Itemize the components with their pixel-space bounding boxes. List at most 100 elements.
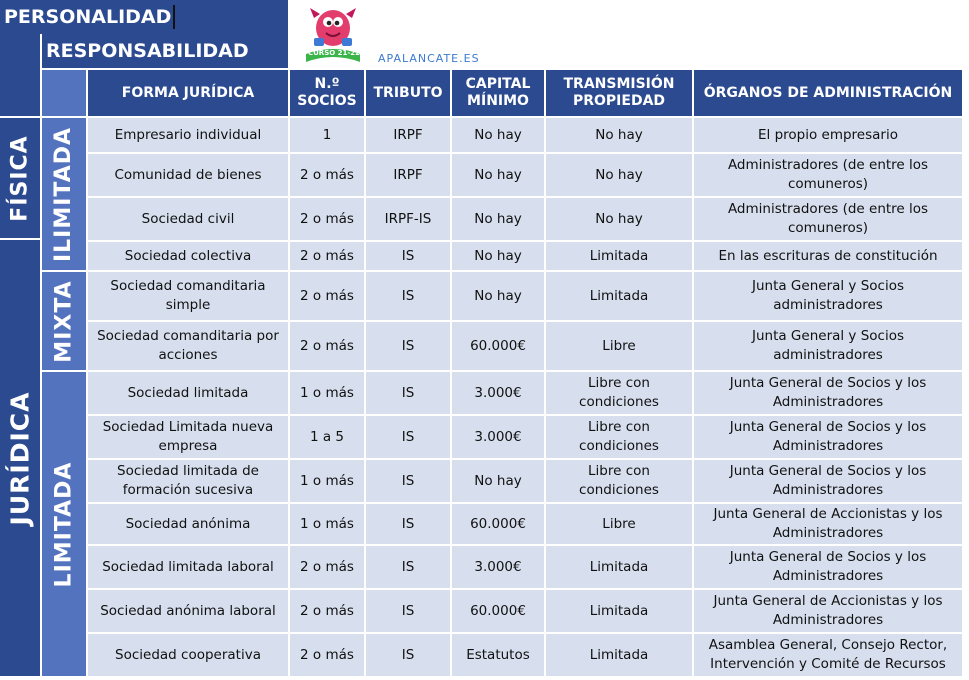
cell-tributo: IS [366,372,450,414]
cell-capital: No hay [452,272,544,320]
group-limitada-label: LIMITADA [51,461,77,587]
cell-transmision: Limitada [546,634,692,676]
cell-organos: En las escrituras de constitución [694,242,962,270]
cell-forma: Sociedad colectiva [88,242,288,270]
cell-socios: 2 o más [290,272,364,320]
cell-forma: Sociedad cooperativa [88,634,288,676]
cell-organos: Junta General de Socios y los Administra… [694,372,962,414]
cell-organos: Junta General de Accionistas y los Admin… [694,504,962,544]
cell-transmision: Limitada [546,242,692,270]
cell-tributo: IS [366,634,450,676]
personalidad-title [0,0,288,34]
cell-socios: 1 o más [290,460,364,502]
cell-organos: Administradores (de entre los comuneros) [694,154,962,196]
cell-organos: Junta General y Socios administradores [694,272,962,320]
cell-forma: Sociedad limitada [88,372,288,414]
cell-capital: Estatutos [452,634,544,676]
group-juridica-label: JURÍDICA [5,391,35,525]
group-fisica: FÍSICA [0,118,40,238]
cell-capital: 60.000€ [452,504,544,544]
cell-tributo: IS [366,272,450,320]
cell-transmision: Libre [546,504,692,544]
cell-forma: Sociedad anónima [88,504,288,544]
cell-forma: Empresario individual [88,118,288,152]
cell-socios: 2 o más [290,154,364,196]
header-spacer [42,70,86,116]
cell-organos: Junta General de Socios y los Administra… [694,460,962,502]
cell-socios: 2 o más [290,590,364,632]
cell-transmision: No hay [546,118,692,152]
cell-forma: Sociedad anónima laboral [88,590,288,632]
cell-socios: 2 o más [290,322,364,370]
cell-tributo: IRPF [366,118,450,152]
cell-capital: No hay [452,460,544,502]
cell-socios: 1 o más [290,372,364,414]
cell-transmision: No hay [546,154,692,196]
header-tributo: TRIBUTO [366,70,450,116]
cell-forma: Sociedad Limitada nueva empresa [88,416,288,458]
cell-organos: El propio empresario [694,118,962,152]
cell-transmision: Libre con condiciones [546,372,692,414]
cell-organos: Junta General y Socios administradores [694,322,962,370]
cell-forma: Sociedad comanditaria simple [88,272,288,320]
cell-tributo: IS [366,416,450,458]
header-organos: ÓRGANOS DE ADMINISTRACIÓN [694,70,962,116]
cell-transmision: Libre [546,322,692,370]
personalidad-title-text: PERSONALIDAD [4,5,176,29]
cell-socios: 2 o más [290,242,364,270]
cell-tributo: IRPF-IS [366,198,450,240]
cell-organos: Junta General de Socios y los Administra… [694,416,962,458]
cell-socios: 1 o más [290,504,364,544]
group-juridica: JURÍDICA [0,240,40,676]
cell-forma: Sociedad limitada de formación sucesiva [88,460,288,502]
cell-capital: 3.000€ [452,546,544,588]
cell-transmision: Libre con condiciones [546,416,692,458]
cell-capital: 3.000€ [452,416,544,458]
cell-transmision: Limitada [546,590,692,632]
cell-tributo: IS [366,242,450,270]
cell-tributo: IS [366,460,450,502]
header-transmision: TRANSMISIÓN PROPIEDAD [546,70,692,116]
cell-forma: Sociedad limitada laboral [88,546,288,588]
mascot-logo [300,2,366,66]
header-forma: FORMA JURÍDICA [88,70,288,116]
cell-capital: No hay [452,154,544,196]
cell-socios: 1 [290,118,364,152]
site-link[interactable]: APALANCATE.ES [378,52,480,65]
cell-tributo: IS [366,590,450,632]
cell-socios: 2 o más [290,198,364,240]
cell-tributo: IS [366,322,450,370]
cell-socios: 2 o más [290,546,364,588]
cell-socios: 1 a 5 [290,416,364,458]
cell-capital: 60.000€ [452,322,544,370]
cell-tributo: IRPF [366,154,450,196]
cell-organos: Junta General de Socios y los Administra… [694,546,962,588]
cell-transmision: No hay [546,198,692,240]
cell-capital: 60.000€ [452,590,544,632]
cell-capital: No hay [452,118,544,152]
badge-text: CURSO 21-22 [307,49,361,57]
group-fisica-label: FÍSICA [7,134,33,222]
cell-organos: Asamblea General, Consejo Rector, Interv… [694,634,962,676]
cell-transmision: Limitada [546,546,692,588]
cell-socios: 2 o más [290,634,364,676]
cell-forma: Comunidad de bienes [88,154,288,196]
cell-transmision: Limitada [546,272,692,320]
header-capital: CAPITAL MÍNIMO [452,70,544,116]
group-ilimitada: ILIMITADA [42,118,86,270]
left-column-band [0,34,40,116]
group-limitada: LIMITADA [42,372,86,676]
group-ilimitada-label: ILIMITADA [51,126,77,262]
group-mixta: MIXTA [42,272,86,370]
cell-forma: Sociedad civil [88,198,288,240]
cell-forma: Sociedad comanditaria por acciones [88,322,288,370]
cell-capital: 3.000€ [452,372,544,414]
cell-capital: No hay [452,242,544,270]
header-socios: N.º SOCIOS [290,70,364,116]
group-mixta-label: MIXTA [51,279,77,363]
cell-organos: Administradores (de entre los comuneros) [694,198,962,240]
cell-transmision: Libre con condiciones [546,460,692,502]
cell-tributo: IS [366,546,450,588]
responsabilidad-title: RESPONSABILIDAD [42,34,288,68]
cell-capital: No hay [452,198,544,240]
